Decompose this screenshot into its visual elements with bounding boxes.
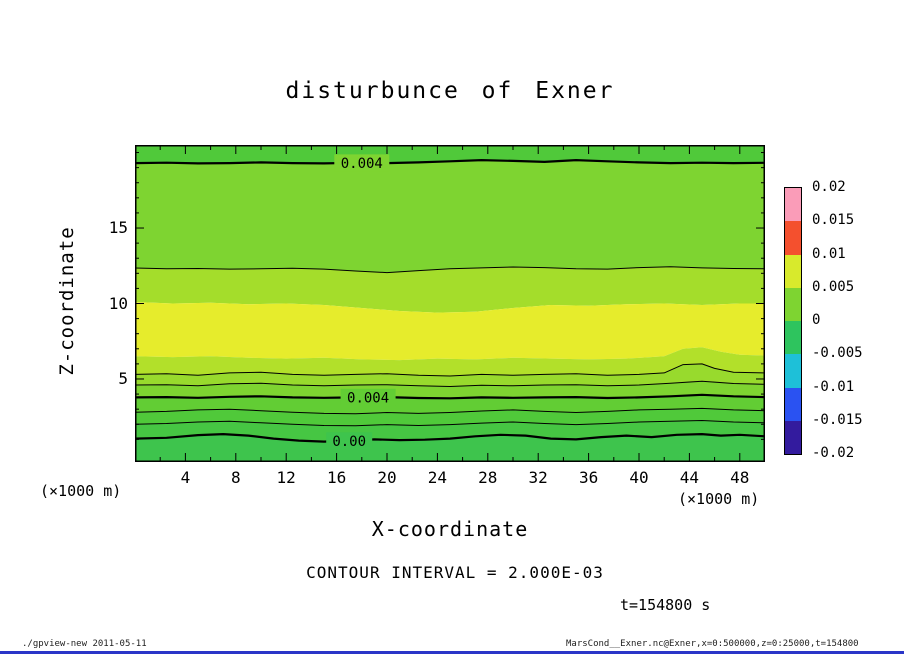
contour-band [135, 408, 765, 426]
colorbar-swatches [784, 187, 802, 455]
plot-frame [135, 145, 765, 462]
colorbar-segment [785, 420, 801, 454]
window-bottom-border [0, 651, 904, 654]
x-tick-label: 44 [679, 468, 700, 487]
contour-label: 0.00 [332, 434, 366, 450]
colorbar-tick-label: -0.005 [812, 345, 863, 362]
y-axis-tick-labels: 5 10 15 [88, 145, 128, 462]
chart-title: disturbunce of Exner [285, 78, 615, 104]
x-axis-unit: (×1000 m) [678, 490, 760, 508]
colorbar-tick-label: -0.015 [812, 411, 863, 428]
contour-plot-area: 0.004 0.004 0.00 [134, 145, 766, 462]
contour-line [134, 363, 766, 377]
command-footer: ./gpview-new 2011-05-11 [22, 639, 147, 649]
colorbar-tick-label: 0.005 [812, 278, 855, 295]
contour-band [135, 160, 765, 273]
x-tick-label: 48 [730, 468, 750, 487]
contour-band [135, 145, 765, 164]
x-tick-label: 36 [578, 468, 599, 487]
x-tick-label: 32 [528, 468, 548, 487]
contour-band [135, 347, 765, 376]
contour-label: 0.004 [347, 390, 389, 406]
colorbar-tick-label: -0.02 [812, 445, 855, 461]
contour-band [135, 302, 765, 361]
y-axis-unit: (×1000 m) [40, 482, 122, 500]
contour-line [134, 393, 766, 400]
colorbar-tick-label: 0.01 [812, 245, 846, 262]
y-tick-label: 10 [108, 293, 128, 313]
x-tick-label: 24 [427, 468, 448, 487]
colorbar-segment [785, 221, 801, 255]
y-axis-label: Z-coordinate [56, 226, 78, 376]
contour-plot-svg: 0.004 0.004 0.00 [134, 145, 766, 462]
colorbar-segment [785, 287, 801, 321]
y-tick-label: 5 [118, 368, 128, 388]
x-axis-label: X-coordinate [371, 517, 529, 541]
contour-label-bg [334, 154, 390, 172]
colorbar-segment [785, 254, 801, 288]
x-tick-label: 20 [377, 468, 397, 487]
contour-band [135, 266, 765, 313]
colorbar-tick-label: 0 [812, 312, 821, 328]
x-axis-tick-labels: 4 8 12 16 20 24 28 32 36 40 44 48 [135, 468, 765, 488]
contour-label-bg [326, 432, 373, 450]
contour-line [134, 380, 766, 387]
colorbar-segment [785, 188, 801, 222]
x-tick-label: 12 [276, 468, 296, 487]
contour-line [134, 159, 766, 165]
contour-interval-text: CONTOUR INTERVAL = 2.000E-03 [306, 563, 604, 582]
contour-line [134, 420, 766, 427]
contour-line [134, 407, 766, 415]
colorbar-segment [785, 387, 801, 421]
contour-line [134, 433, 766, 443]
colorbar-tick-label: 0.015 [812, 212, 855, 229]
x-tick-label: 16 [326, 468, 347, 487]
colorbar: 0.02 0.015 0.01 0.005 0 -0.005 -0.01 -0.015 -0.0… [784, 179, 896, 477]
contour-label-bg [340, 388, 396, 406]
contour-label: 0.004 [341, 156, 383, 172]
colorbar-segment [785, 354, 801, 388]
y-tick-label: 15 [108, 218, 128, 238]
colorbar-tick-label: -0.01 [812, 378, 855, 395]
colorbar-segment [785, 321, 801, 355]
x-tick-label: 8 [230, 468, 241, 487]
contour-line [134, 266, 766, 274]
x-tick-label: 40 [629, 468, 649, 487]
x-tick-label: 4 [180, 468, 191, 487]
contour-band [135, 394, 765, 414]
contour-band [135, 363, 765, 387]
file-footer: MarsCond__Exner.nc@Exner,x=0:500000,z=0:… [566, 639, 859, 649]
time-annotation: t=154800 s [620, 596, 711, 614]
x-tick-label: 28 [478, 468, 498, 487]
colorbar-tick-label: 0.02 [812, 179, 846, 195]
